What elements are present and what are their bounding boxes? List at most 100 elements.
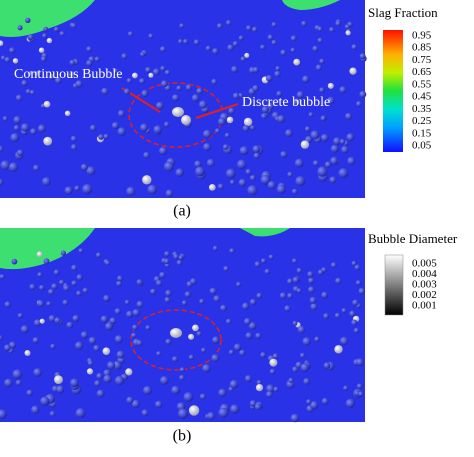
bubble bbox=[86, 166, 96, 176]
bubble bbox=[249, 400, 257, 407]
bubble bbox=[232, 92, 240, 100]
bubble bbox=[27, 70, 35, 78]
bubble bbox=[218, 407, 229, 418]
bubble bbox=[141, 409, 149, 417]
bubble bbox=[143, 385, 152, 395]
bubble bbox=[299, 352, 306, 359]
bubble bbox=[13, 116, 22, 124]
bubble bbox=[132, 324, 138, 331]
bubble bbox=[160, 46, 166, 53]
bubble bbox=[0, 145, 4, 153]
bubble bbox=[142, 175, 152, 185]
bubble bbox=[86, 60, 93, 67]
bubble bbox=[317, 37, 323, 44]
bubble bbox=[0, 409, 7, 419]
bubble bbox=[117, 275, 123, 282]
bubble bbox=[33, 319, 42, 327]
bubble bbox=[247, 185, 258, 196]
bubble bbox=[172, 356, 178, 363]
bubble bbox=[111, 122, 119, 130]
bubble bbox=[249, 175, 256, 181]
bubble bbox=[340, 336, 349, 346]
bubble bbox=[209, 287, 217, 295]
bubble bbox=[123, 88, 131, 95]
bubble bbox=[334, 345, 343, 354]
bubble bbox=[124, 299, 130, 305]
bubble bbox=[116, 280, 123, 287]
bubble bbox=[31, 405, 40, 414]
bubble bbox=[317, 26, 323, 32]
bubble bbox=[93, 344, 100, 352]
colorbar-tick-label: 0.001 bbox=[412, 300, 437, 312]
bubble bbox=[15, 379, 22, 386]
bubble bbox=[307, 271, 314, 278]
bubble bbox=[74, 185, 80, 192]
bubble bbox=[173, 254, 179, 260]
bubble bbox=[49, 411, 56, 417]
bubble bbox=[287, 278, 293, 285]
bubble bbox=[229, 179, 236, 185]
bubble bbox=[353, 327, 360, 334]
bubble bbox=[98, 134, 104, 140]
bubble bbox=[205, 45, 212, 52]
bubble bbox=[213, 295, 221, 303]
bubble bbox=[20, 325, 29, 334]
bubble bbox=[300, 140, 310, 149]
bubble bbox=[183, 392, 194, 402]
bubble bbox=[256, 292, 263, 299]
bubble bbox=[314, 336, 320, 343]
bubble bbox=[356, 358, 364, 367]
bubble bbox=[275, 66, 281, 71]
bubble bbox=[349, 67, 357, 75]
bubble bbox=[266, 391, 273, 398]
bubble bbox=[327, 96, 335, 105]
colorbar-tick-label: 0.003 bbox=[412, 279, 437, 291]
bubble bbox=[302, 337, 311, 346]
bubble bbox=[330, 262, 337, 268]
bubble bbox=[75, 80, 83, 88]
bubble bbox=[228, 107, 235, 115]
caption: (a) bbox=[173, 203, 191, 220]
bubble bbox=[9, 47, 16, 54]
bubble bbox=[184, 291, 191, 298]
bubble bbox=[37, 300, 45, 308]
bubble bbox=[358, 287, 366, 295]
bubble bbox=[351, 260, 357, 266]
bubble bbox=[185, 84, 193, 91]
bubble bbox=[17, 313, 23, 319]
bubble bbox=[308, 112, 314, 118]
bubble bbox=[320, 115, 327, 122]
bubble bbox=[261, 258, 267, 264]
bubble bbox=[140, 51, 145, 57]
bubble bbox=[261, 113, 267, 120]
bubble bbox=[321, 397, 329, 405]
bubble bbox=[227, 44, 234, 51]
bubble bbox=[226, 116, 234, 124]
bubble bbox=[33, 164, 40, 172]
bubble bbox=[244, 52, 250, 58]
colorbar-title: Bubble Diameter bbox=[368, 231, 458, 246]
bubble bbox=[175, 168, 184, 177]
bubble bbox=[136, 279, 143, 286]
bubble bbox=[277, 115, 286, 123]
bubble bbox=[56, 385, 65, 394]
bubble bbox=[2, 116, 8, 122]
bubble bbox=[290, 47, 296, 53]
bubble bbox=[179, 374, 185, 381]
bubble bbox=[60, 250, 66, 256]
bubble bbox=[243, 117, 253, 127]
colorbar-tick-label: 0.05 bbox=[412, 140, 432, 152]
bubble bbox=[103, 374, 112, 384]
bubble bbox=[229, 379, 239, 389]
bubble bbox=[330, 156, 339, 165]
bubble bbox=[354, 264, 361, 271]
bubble bbox=[16, 149, 24, 156]
bubble bbox=[103, 369, 111, 377]
bubble bbox=[344, 24, 350, 30]
bubble bbox=[294, 158, 304, 168]
bubble bbox=[291, 188, 298, 195]
bubble bbox=[206, 158, 215, 167]
bubble bbox=[0, 40, 4, 46]
bubble bbox=[284, 305, 291, 312]
